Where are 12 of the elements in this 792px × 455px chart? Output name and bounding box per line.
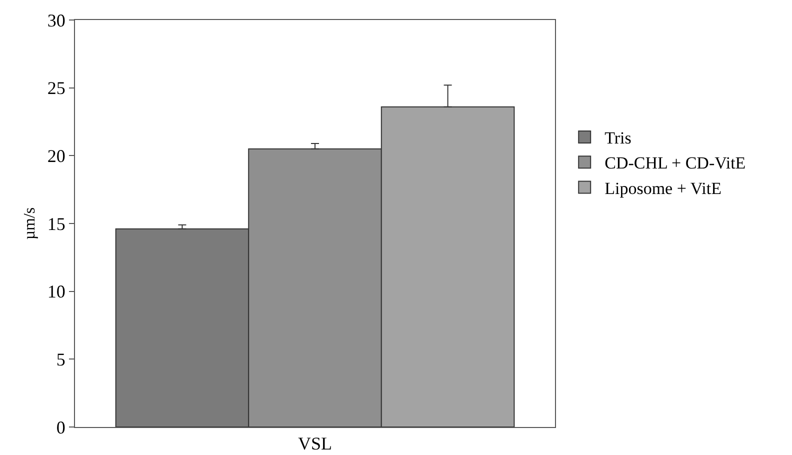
y-tick-label: 5 <box>56 349 66 370</box>
y-axis-title: µm/s <box>21 207 38 240</box>
legend-label: CD-CHL + CD-VitE <box>604 154 746 173</box>
y-tick-label: 0 <box>56 417 66 438</box>
y-tick-label: 15 <box>47 214 66 234</box>
y-tick-label: 25 <box>47 78 66 98</box>
legend-label: Tris <box>604 128 632 148</box>
y-tick-label: 30 <box>47 10 66 30</box>
y-tick-label: 10 <box>47 282 66 302</box>
y-tick-label: 20 <box>47 146 66 166</box>
legend-label: Liposome + VitE <box>604 178 722 198</box>
x-tick-label: VSL <box>298 434 332 454</box>
